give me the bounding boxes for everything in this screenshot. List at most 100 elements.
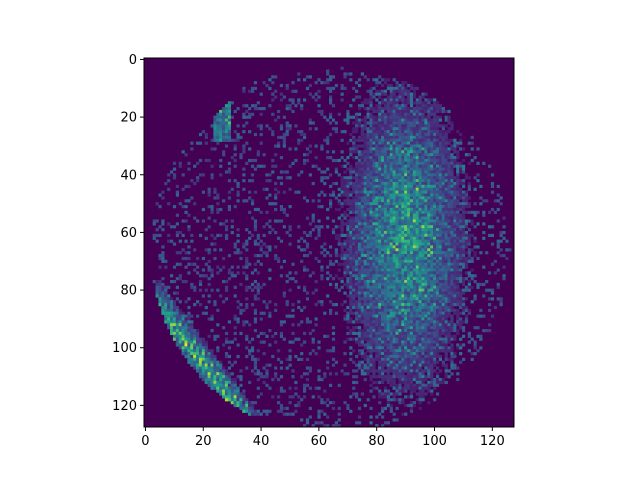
heatmap-cell: [435, 242, 440, 246]
heatmap-cell: [311, 219, 315, 223]
heatmap-cell: [363, 107, 367, 111]
heatmap-cell: [383, 199, 388, 203]
heatmap-cell: [447, 285, 451, 289]
heatmap-cell: [464, 239, 469, 243]
heatmap-cell: [395, 207, 399, 212]
heatmap-cell: [357, 158, 362, 163]
heatmap-cell: [178, 239, 182, 243]
heatmap-cell: [216, 207, 220, 212]
heatmap-cell: [409, 225, 414, 229]
heatmap-cell: [453, 308, 457, 312]
heatmap-cell: [230, 271, 234, 275]
heatmap-cell: [433, 317, 437, 321]
heatmap-cell: [175, 251, 179, 255]
heatmap-cell: [253, 167, 258, 171]
heatmap-cell: [433, 331, 437, 336]
heatmap-cell: [355, 340, 359, 344]
heatmap-cell: [363, 308, 367, 312]
heatmap-cell: [329, 75, 333, 79]
heatmap-cell: [409, 305, 414, 310]
heatmap-cell: [383, 340, 388, 344]
heatmap-cell: [395, 343, 399, 347]
heatmap-cell: [444, 274, 448, 278]
heatmap-cell: [453, 279, 457, 284]
heatmap-cell: [433, 216, 437, 220]
heatmap-cell: [389, 176, 393, 180]
heatmap-cell: [453, 176, 457, 180]
heatmap-cell: [421, 337, 425, 341]
heatmap-cell: [158, 205, 162, 209]
heatmap-cell: [346, 239, 350, 243]
heatmap-cell: [464, 202, 469, 206]
heatmap-cell: [172, 173, 177, 177]
heatmap-cell: [222, 127, 226, 131]
heatmap-cell: [386, 150, 390, 154]
heatmap-cell: [378, 138, 382, 142]
heatmap-cell: [233, 251, 237, 255]
heatmap-cell: [274, 181, 278, 186]
heatmap-cell: [372, 303, 376, 307]
heatmap-cell: [375, 135, 379, 140]
heatmap-cell: [421, 279, 425, 284]
heatmap-cell: [355, 274, 359, 278]
heatmap-cell: [464, 219, 469, 223]
heatmap-cell: [360, 213, 364, 217]
heatmap-cell: [461, 248, 466, 252]
heatmap-cell: [459, 216, 463, 220]
heatmap-cell: [268, 86, 272, 91]
heatmap-cell: [409, 328, 414, 333]
heatmap-cell: [438, 294, 443, 298]
heatmap-cell: [372, 127, 376, 131]
heatmap-cell: [421, 193, 425, 197]
heatmap-cell: [222, 265, 226, 269]
heatmap-cell: [172, 317, 177, 321]
heatmap-cell: [300, 343, 304, 347]
heatmap-cell: [360, 285, 364, 289]
heatmap-cell: [450, 176, 454, 180]
heatmap-cell: [456, 331, 460, 336]
heatmap-cell: [398, 265, 402, 269]
heatmap-cell: [355, 193, 359, 197]
heatmap-cell: [450, 279, 454, 284]
heatmap-cell: [456, 233, 460, 238]
heatmap-cell: [424, 236, 428, 240]
heatmap-cell: [464, 256, 469, 261]
heatmap-cell: [409, 161, 414, 165]
heatmap-cell: [453, 147, 457, 151]
heatmap-cell: [427, 170, 431, 174]
heatmap-cell: [412, 164, 417, 168]
heatmap-cell: [386, 300, 390, 304]
heatmap-cell: [300, 320, 304, 324]
heatmap-cell: [386, 277, 390, 281]
heatmap-cell: [453, 216, 457, 220]
heatmap-cell: [392, 104, 396, 108]
heatmap-cell: [378, 337, 382, 341]
heatmap-cell: [363, 288, 367, 292]
heatmap-cell: [227, 138, 232, 142]
heatmap-cell: [424, 184, 428, 189]
heatmap-cell: [444, 184, 448, 189]
heatmap-cell: [450, 179, 454, 183]
heatmap-cell: [227, 104, 232, 108]
heatmap-cell: [363, 236, 367, 240]
heatmap-cell: [412, 181, 417, 186]
heatmap-cell: [216, 138, 220, 142]
heatmap-cell: [213, 303, 217, 307]
heatmap-cell: [407, 343, 411, 347]
heatmap-cell: [265, 245, 269, 249]
heatmap-cell: [441, 251, 445, 255]
heatmap-cell: [352, 141, 356, 145]
heatmap-cell: [401, 132, 405, 137]
heatmap-cell: [355, 326, 359, 330]
heatmap-cell: [421, 147, 425, 151]
heatmap-cell: [355, 89, 359, 93]
heatmap-cell: [349, 132, 353, 137]
heatmap-cell: [386, 328, 390, 333]
heatmap-cell: [219, 112, 223, 116]
heatmap-cell: [412, 236, 417, 240]
heatmap-cell: [378, 279, 382, 284]
heatmap-cell: [363, 158, 367, 163]
heatmap-cell: [433, 153, 437, 157]
heatmap-cell: [433, 326, 437, 330]
heatmap-cell: [395, 138, 399, 142]
